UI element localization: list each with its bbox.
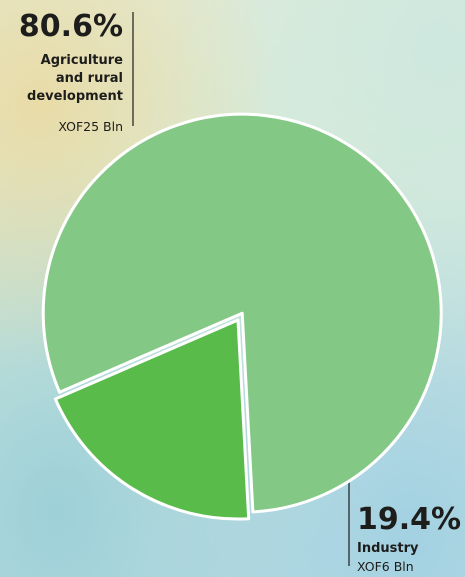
- agriculture-category-label: Agriculture and rural development: [27, 53, 123, 104]
- pie-slice-industry: [53, 318, 251, 521]
- industry-percent-label: 19.4%: [357, 502, 462, 537]
- pie-slice-agriculture: [41, 112, 443, 514]
- agriculture-percent-label: 80.6%: [18, 9, 123, 44]
- agriculture-amount-label: XOF25 Bln: [58, 119, 123, 134]
- industry-category-label: Industry: [357, 541, 419, 556]
- industry-amount-label: XOF6 Bln: [357, 559, 414, 574]
